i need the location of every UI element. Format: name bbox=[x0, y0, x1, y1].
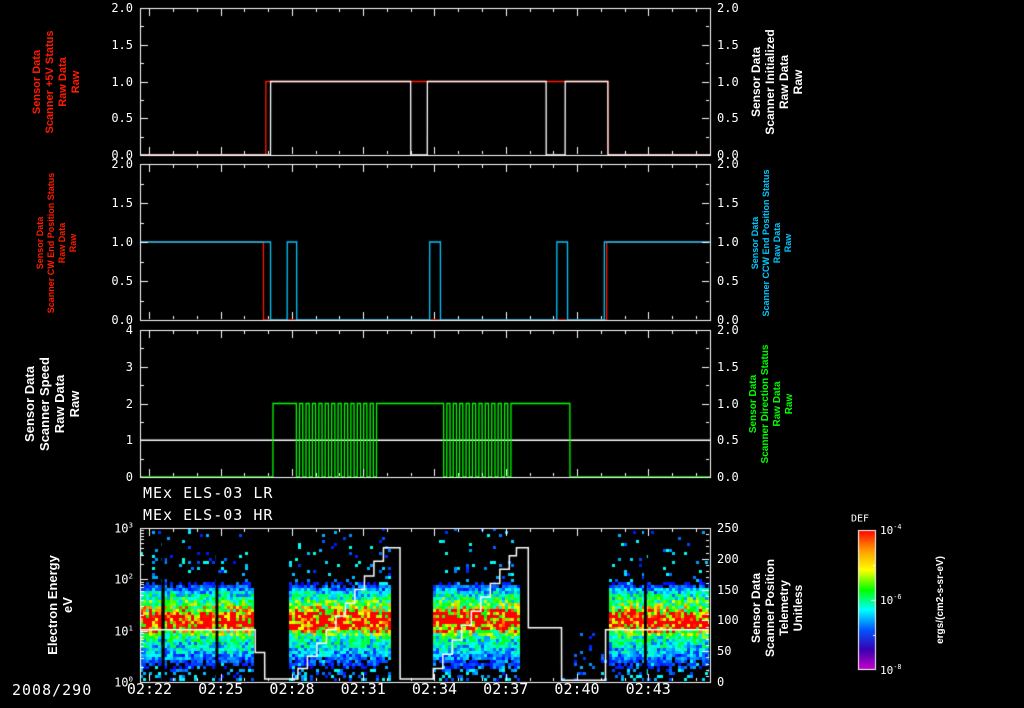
ytick-scanner-end-position-right-1: 0.5 bbox=[717, 274, 739, 288]
ylabel-scanner-speed-line: Raw bbox=[67, 390, 82, 418]
ylabel-scanner-ccw-end-position-line: Scanner CCW End Position Status bbox=[761, 169, 771, 317]
ylabel-scanner-ccw-end-position-line: Raw bbox=[783, 233, 793, 253]
x-tick-label-02:40: 02:40 bbox=[554, 680, 600, 698]
ylabel-scanner-cw-end-position-line: Scanner CW End Position Status bbox=[46, 172, 56, 314]
ylabel-electron-energy-line: eV bbox=[60, 597, 75, 613]
ytick-position-5: 250 bbox=[717, 521, 739, 535]
ylabel-scanner-speed-line: Raw Data bbox=[52, 374, 67, 434]
ylabel-scanner-direction-status-line: Scanner Direction Status bbox=[760, 344, 771, 464]
ylabel-scanner-cw-end-position-line: Raw bbox=[68, 233, 78, 253]
ytick-scanner-end-position-left-3: 1.5 bbox=[111, 196, 133, 210]
ytick-scanner-end-position-right-3: 1.5 bbox=[717, 196, 739, 210]
ytick-energy-10e2: 102 bbox=[114, 571, 133, 587]
colorbar-tick-10e-6: 10-6 bbox=[880, 593, 902, 607]
ytick-scanner-5v-initialized-left-0: 0.0 bbox=[111, 148, 133, 162]
date-label: 2008/290 bbox=[12, 681, 93, 699]
ytick-scanner-5v-initialized-right-3: 1.5 bbox=[717, 37, 739, 52]
ytick-energy-10e1: 101 bbox=[114, 623, 133, 639]
ytick-energy-10e0: 100 bbox=[114, 674, 133, 690]
ytick-scanner-5v-initialized-right-4: 2.0 bbox=[717, 1, 739, 15]
ylabel-scanner-5v-status-line: Raw Data bbox=[57, 57, 69, 107]
ylabel-scanner-direction-status-line: Raw bbox=[784, 393, 795, 415]
ytick-scanner-speed-direction-left-2: 2 bbox=[125, 396, 133, 411]
ytick-scanner-5v-initialized-right-2: 1.0 bbox=[717, 74, 739, 89]
x-tick-label-02:34: 02:34 bbox=[411, 680, 458, 698]
ytick-scanner-speed-direction-right-1: 0.5 bbox=[717, 433, 739, 448]
ylabel-scanner-initialized-line: Raw Data bbox=[777, 54, 791, 110]
ytick-scanner-5v-initialized-left-3: 1.5 bbox=[111, 37, 133, 52]
ylabel-scanner-position-telemetry-line: Telemetry bbox=[777, 580, 791, 636]
ylabel-scanner-5v-status-line: Scanner +5V Status bbox=[44, 30, 56, 134]
ylabel-scanner-5v-status-line: Raw bbox=[70, 70, 82, 94]
ytick-scanner-end-position-left-2: 1.0 bbox=[111, 235, 133, 249]
ytick-scanner-end-position-left-4: 2.0 bbox=[111, 157, 133, 171]
colorbar-title: DEF bbox=[851, 513, 870, 525]
ytick-scanner-end-position-left-0: 0.0 bbox=[111, 313, 133, 327]
ylabel-scanner-position-telemetry-line: Sensor Data bbox=[749, 572, 763, 644]
ylabel-scanner-direction-status-line: Sensor Data bbox=[748, 374, 759, 434]
ylabel-scanner-speed-line: Scanner Speed bbox=[37, 357, 52, 451]
ylabel-scanner-initialized-line: Raw bbox=[791, 69, 805, 95]
ytick-scanner-end-position-left-1: 0.5 bbox=[111, 274, 133, 288]
ytick-position-2: 100 bbox=[717, 613, 739, 628]
ytick-scanner-speed-direction-right-4: 2.0 bbox=[717, 323, 739, 337]
x-tick-label-02:37: 02:37 bbox=[483, 680, 529, 698]
ytick-scanner-5v-initialized-left-2: 1.0 bbox=[111, 74, 133, 89]
ytick-scanner-5v-initialized-left-4: 2.0 bbox=[111, 1, 133, 15]
ytick-scanner-5v-initialized-right-1: 0.5 bbox=[717, 111, 739, 126]
ytick-energy-10e3: 103 bbox=[114, 520, 133, 536]
title-lr: MEx ELS-03 LR bbox=[143, 484, 274, 502]
ytick-scanner-end-position-right-0: 0.0 bbox=[717, 313, 739, 327]
ytick-position-0: 0 bbox=[717, 675, 725, 689]
ylabel-scanner-speed-line: Sensor Data bbox=[22, 366, 37, 442]
ytick-scanner-end-position-right-2: 1.0 bbox=[717, 235, 739, 249]
ytick-scanner-speed-direction-right-3: 1.5 bbox=[717, 359, 739, 374]
ytick-scanner-speed-direction-left-1: 1 bbox=[125, 433, 133, 448]
ytick-scanner-speed-direction-left-4: 4 bbox=[125, 323, 133, 337]
ylabel-colorbar-units-line: ergs/(cm2-s-sr-eV) bbox=[935, 556, 946, 644]
ytick-position-1: 50 bbox=[717, 644, 732, 659]
ylabel-scanner-ccw-end-position-line: Raw Data bbox=[772, 222, 782, 264]
x-tick-label-02:31: 02:31 bbox=[340, 680, 386, 698]
ylabel-scanner-initialized-line: Sensor Data bbox=[749, 46, 763, 118]
ylabel-scanner-position-telemetry-line: Unitless bbox=[791, 584, 805, 632]
ylabel-scanner-ccw-end-position-line: Sensor Data bbox=[750, 216, 760, 270]
x-tick-label-02:43: 02:43 bbox=[625, 680, 671, 698]
ylabel-scanner-position-telemetry-line: Scanner Position bbox=[763, 558, 777, 658]
ytick-scanner-speed-direction-right-2: 1.0 bbox=[717, 396, 739, 411]
ytick-scanner-speed-direction-left-0: 0 bbox=[125, 470, 133, 484]
ylabel-scanner-cw-end-position-line: Sensor Data bbox=[35, 216, 45, 270]
x-tick-label-02:28: 02:28 bbox=[269, 680, 315, 698]
colorbar-tick-10e-4: 10-4 bbox=[880, 523, 902, 537]
ytick-scanner-speed-direction-right-0: 0.0 bbox=[717, 470, 739, 484]
title-hr: MEx ELS-03 HR bbox=[143, 506, 274, 524]
ylabel-scanner-cw-end-position-line: Raw Data bbox=[57, 222, 67, 264]
ylabel-scanner-direction-status-line: Raw Data bbox=[772, 381, 783, 427]
ytick-scanner-5v-initialized-left-1: 0.5 bbox=[111, 111, 133, 126]
ytick-position-3: 150 bbox=[717, 582, 739, 597]
ytick-scanner-end-position-right-4: 2.0 bbox=[717, 157, 739, 171]
colorbar-tick-10e-8: 10-8 bbox=[880, 663, 902, 677]
x-tick-label-02:22: 02:22 bbox=[126, 680, 173, 698]
ylabel-electron-energy-line: Electron Energy bbox=[45, 555, 60, 655]
ytick-scanner-5v-initialized-right-0: 0.0 bbox=[717, 148, 739, 162]
ylabel-scanner-initialized-line: Scanner Initialized bbox=[763, 29, 777, 135]
ylabel-scanner-5v-status-line: Sensor Data bbox=[31, 49, 43, 115]
ytick-scanner-speed-direction-left-3: 3 bbox=[125, 359, 133, 374]
x-tick-label-02:25: 02:25 bbox=[198, 680, 244, 698]
ytick-position-4: 200 bbox=[717, 551, 739, 566]
